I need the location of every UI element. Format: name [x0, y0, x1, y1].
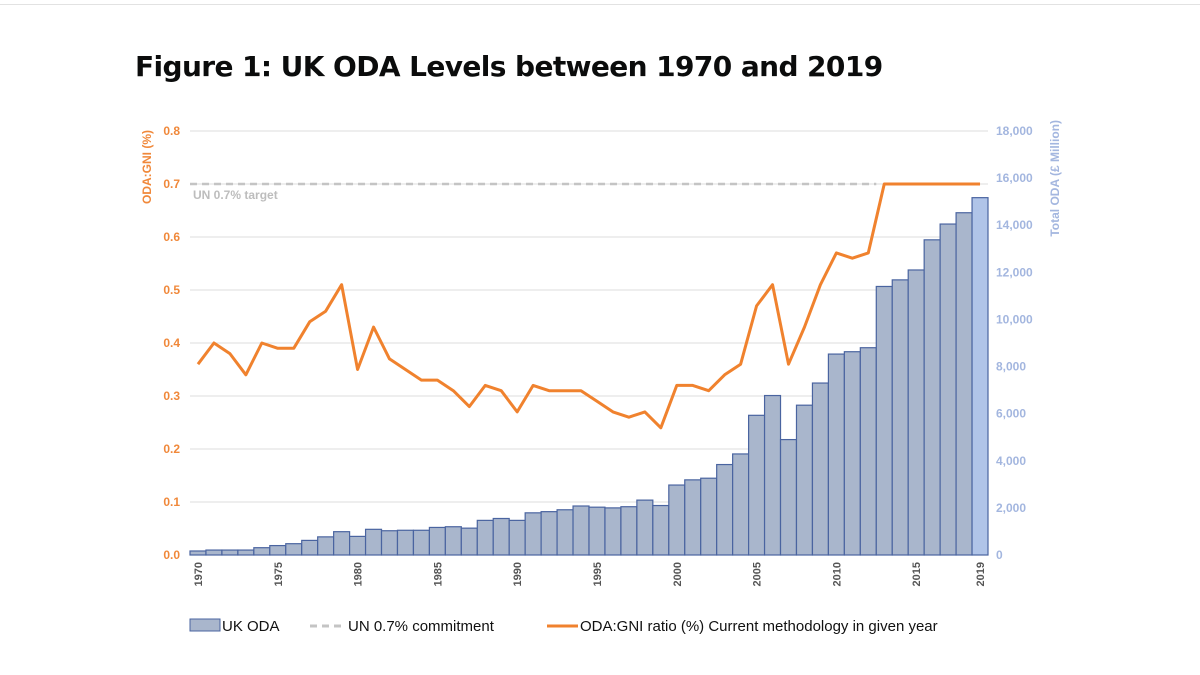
- bar-2019: [971, 197, 989, 556]
- bar-2011: [843, 351, 861, 556]
- x-tick-label: 1975: [273, 562, 285, 586]
- bar-2012: [859, 347, 877, 556]
- x-tick-label: 1990: [512, 562, 524, 586]
- bar-1997: [620, 506, 638, 556]
- left-tick-label: 0.5: [163, 283, 180, 297]
- left-tick-label: 0.2: [163, 442, 180, 456]
- left-tick-label: 0.4: [163, 336, 180, 350]
- x-tick-label: 1970: [193, 562, 205, 586]
- bar-1976: [285, 543, 303, 556]
- left-tick-label: 0.1: [163, 495, 180, 509]
- x-tick-label: 1995: [592, 562, 604, 586]
- bar-1988: [476, 519, 494, 556]
- right-tick-label: 4,000: [996, 454, 1026, 468]
- bar-1977: [301, 539, 319, 556]
- bar-2004: [732, 453, 750, 556]
- bar-1989: [492, 517, 510, 556]
- left-tick-label: 0.3: [163, 389, 180, 403]
- bar-1975: [269, 544, 287, 556]
- un-target-annotation: UN 0.7% target: [193, 188, 278, 202]
- bar-1995: [588, 506, 606, 556]
- bar-1992: [540, 511, 558, 556]
- x-tick-label: 1985: [432, 562, 444, 586]
- legend-label-ratio: ODA:GNI ratio (%) Current methodology in…: [580, 618, 938, 635]
- bar-1991: [524, 512, 542, 556]
- bar-1979: [333, 531, 351, 556]
- legend-label-uk-oda: UK ODA: [222, 618, 280, 635]
- bar-2017: [939, 223, 957, 556]
- bar-1993: [556, 509, 574, 556]
- left-tick-label: 0.8: [163, 124, 180, 138]
- bar-1999: [652, 504, 670, 556]
- legend-label-un: UN 0.7% commitment: [348, 618, 495, 635]
- bar-2005: [747, 414, 766, 556]
- left-tick-label: 0.7: [163, 177, 180, 191]
- right-tick-label: 12,000: [996, 265, 1033, 279]
- right-axis-label: Total ODA (£ Million): [1048, 120, 1062, 237]
- right-tick-label: 10,000: [996, 312, 1033, 326]
- bar-1982: [380, 530, 399, 556]
- bar-1990: [508, 519, 526, 556]
- bar-2013: [875, 285, 893, 556]
- right-tick-label: 6,000: [996, 407, 1026, 421]
- oda-gni-line: [196, 182, 981, 430]
- bar-2018: [955, 212, 973, 556]
- left-tick-label: 0.0: [163, 548, 180, 562]
- x-tick-label: 2019: [975, 562, 987, 586]
- bar-2006: [763, 394, 782, 556]
- bar-2010: [827, 353, 845, 556]
- bar-1974: [253, 547, 271, 556]
- bar-1972: [221, 549, 239, 556]
- right-tick-label: 14,000: [996, 218, 1033, 232]
- bar-1986: [444, 526, 462, 556]
- x-tick-label: 1980: [353, 562, 365, 586]
- bar-1987: [460, 527, 478, 556]
- bar-2009: [811, 382, 830, 556]
- bar-1980: [349, 535, 367, 556]
- x-tick-label: 2015: [911, 562, 923, 586]
- bar-2014: [891, 279, 909, 556]
- legend-swatch-uk-oda: [189, 618, 221, 632]
- bar-1971: [205, 549, 223, 556]
- right-tick-label: 2,000: [996, 501, 1026, 515]
- bar-1994: [572, 505, 590, 556]
- right-tick-label: 0: [996, 548, 1003, 562]
- bar-1973: [237, 549, 255, 556]
- bar-2015: [907, 269, 925, 556]
- top-divider: [0, 4, 1200, 5]
- bar-2016: [923, 239, 941, 556]
- bar-1981: [364, 528, 383, 556]
- bar-1984: [412, 529, 431, 556]
- left-tick-label: 0.6: [163, 230, 180, 244]
- bar-1978: [317, 536, 335, 556]
- x-tick-label: 2010: [831, 562, 843, 586]
- right-tick-label: 18,000: [996, 124, 1033, 138]
- bar-1985: [428, 526, 446, 556]
- right-tick-label: 8,000: [996, 360, 1026, 374]
- bar-2007: [779, 438, 798, 556]
- bar-1983: [396, 529, 415, 556]
- bar-2002: [700, 477, 718, 556]
- left-axis-label: ODA:GNI (%): [140, 130, 154, 204]
- x-tick-label: 2005: [752, 562, 764, 586]
- bar-1996: [604, 507, 622, 556]
- bar-2001: [684, 479, 702, 556]
- right-tick-label: 16,000: [996, 171, 1033, 185]
- bar-2000: [668, 484, 686, 556]
- x-tick-label: 2000: [672, 562, 684, 586]
- chart-title: Figure 1: UK ODA Levels between 1970 and…: [135, 50, 883, 83]
- bar-1998: [636, 499, 654, 556]
- bar-2008: [795, 404, 814, 556]
- bar-1970: [189, 550, 207, 556]
- bar-2003: [716, 463, 734, 556]
